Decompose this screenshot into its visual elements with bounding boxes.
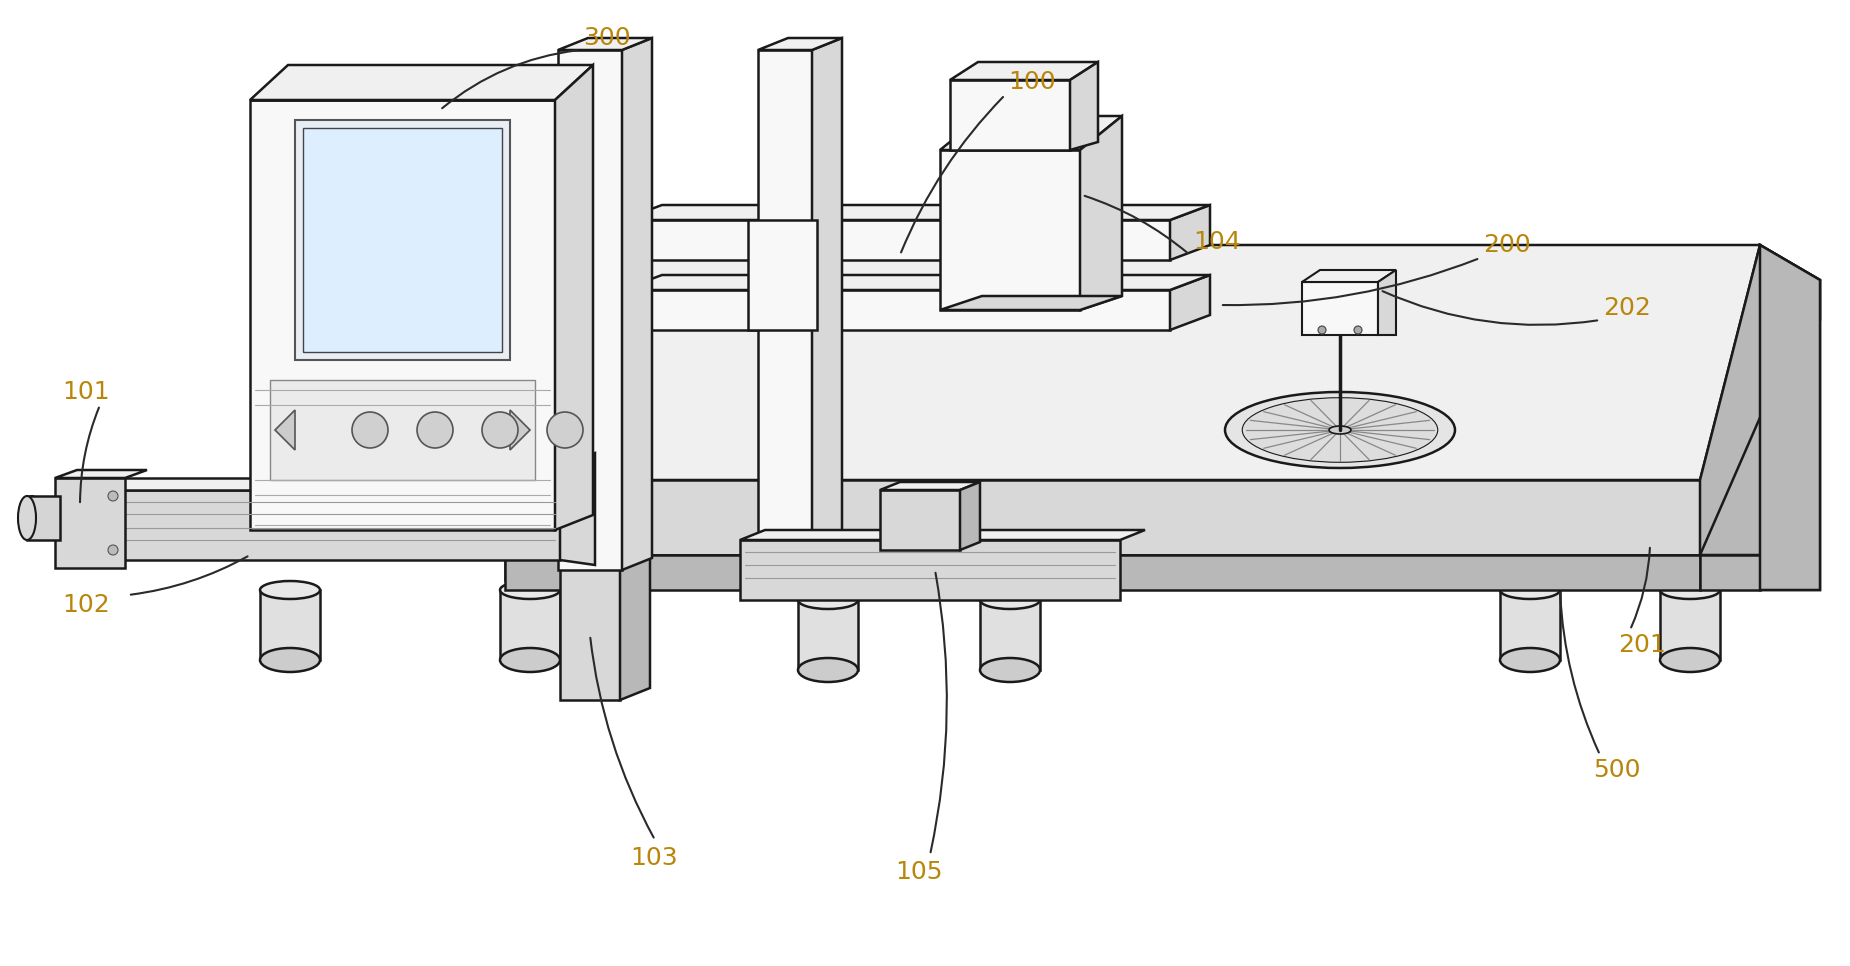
Circle shape xyxy=(416,412,453,448)
Polygon shape xyxy=(622,220,1169,260)
Polygon shape xyxy=(940,150,1080,310)
Polygon shape xyxy=(881,482,980,490)
Ellipse shape xyxy=(1500,581,1560,599)
Polygon shape xyxy=(1069,62,1099,150)
Ellipse shape xyxy=(1328,426,1350,434)
Polygon shape xyxy=(1378,270,1397,335)
Polygon shape xyxy=(881,490,960,550)
Polygon shape xyxy=(1169,205,1210,260)
Ellipse shape xyxy=(18,496,35,540)
Polygon shape xyxy=(1700,280,1820,555)
Polygon shape xyxy=(940,296,1121,310)
Circle shape xyxy=(107,491,118,501)
Polygon shape xyxy=(1659,590,1720,660)
Polygon shape xyxy=(620,548,649,700)
Ellipse shape xyxy=(261,648,320,672)
Polygon shape xyxy=(59,490,561,560)
Polygon shape xyxy=(758,50,812,570)
Polygon shape xyxy=(1169,275,1210,330)
Text: 200: 200 xyxy=(1484,233,1530,257)
Text: 101: 101 xyxy=(63,380,109,404)
Circle shape xyxy=(107,545,118,555)
Polygon shape xyxy=(561,453,596,565)
Polygon shape xyxy=(1302,282,1378,335)
Text: 500: 500 xyxy=(1593,758,1641,782)
Polygon shape xyxy=(270,380,535,480)
Text: 300: 300 xyxy=(583,26,631,50)
Polygon shape xyxy=(1759,245,1820,590)
Ellipse shape xyxy=(1500,648,1560,672)
Ellipse shape xyxy=(980,591,1040,609)
Circle shape xyxy=(483,412,518,448)
Ellipse shape xyxy=(797,591,858,609)
Polygon shape xyxy=(555,65,594,530)
Polygon shape xyxy=(261,590,320,660)
Text: 102: 102 xyxy=(63,593,109,617)
Polygon shape xyxy=(940,116,1121,150)
Circle shape xyxy=(1317,326,1326,334)
Polygon shape xyxy=(250,100,555,530)
Polygon shape xyxy=(740,530,1145,540)
Polygon shape xyxy=(1700,555,1759,590)
Circle shape xyxy=(548,412,583,448)
Text: 104: 104 xyxy=(1193,230,1241,254)
Polygon shape xyxy=(951,62,1099,80)
Ellipse shape xyxy=(1225,392,1454,468)
Polygon shape xyxy=(303,128,501,352)
Polygon shape xyxy=(559,50,622,570)
Polygon shape xyxy=(511,410,529,450)
Ellipse shape xyxy=(1659,648,1720,672)
Polygon shape xyxy=(980,600,1040,670)
Ellipse shape xyxy=(980,658,1040,682)
Ellipse shape xyxy=(500,648,561,672)
Polygon shape xyxy=(622,290,1169,330)
Polygon shape xyxy=(250,65,594,100)
Polygon shape xyxy=(559,38,651,50)
Text: 201: 201 xyxy=(1619,633,1665,657)
Polygon shape xyxy=(1080,116,1121,310)
Ellipse shape xyxy=(22,496,41,540)
Text: 100: 100 xyxy=(1008,70,1056,94)
Text: 202: 202 xyxy=(1602,296,1650,320)
Polygon shape xyxy=(1302,270,1397,282)
Polygon shape xyxy=(561,560,620,700)
Polygon shape xyxy=(294,120,511,360)
Circle shape xyxy=(1354,326,1362,334)
Polygon shape xyxy=(505,480,1700,555)
Polygon shape xyxy=(505,555,1700,580)
Polygon shape xyxy=(276,410,294,450)
Ellipse shape xyxy=(797,658,858,682)
Polygon shape xyxy=(56,478,126,568)
Polygon shape xyxy=(951,80,1069,150)
Polygon shape xyxy=(56,470,146,478)
Polygon shape xyxy=(500,590,561,660)
Polygon shape xyxy=(1500,590,1560,660)
Circle shape xyxy=(352,412,388,448)
Ellipse shape xyxy=(1659,581,1720,599)
Polygon shape xyxy=(505,245,1759,480)
Polygon shape xyxy=(622,38,651,570)
Polygon shape xyxy=(758,38,842,50)
Polygon shape xyxy=(960,482,980,550)
Polygon shape xyxy=(812,38,842,570)
Polygon shape xyxy=(797,600,858,670)
Polygon shape xyxy=(505,555,1700,590)
Polygon shape xyxy=(1700,245,1820,590)
Ellipse shape xyxy=(261,581,320,599)
Text: 103: 103 xyxy=(631,846,677,870)
Polygon shape xyxy=(28,496,59,540)
Polygon shape xyxy=(740,540,1119,600)
Polygon shape xyxy=(747,220,818,330)
Text: 105: 105 xyxy=(895,860,942,884)
Polygon shape xyxy=(622,205,1210,220)
Polygon shape xyxy=(59,478,561,490)
Polygon shape xyxy=(622,275,1210,290)
Ellipse shape xyxy=(1241,398,1437,463)
Ellipse shape xyxy=(500,581,561,599)
Polygon shape xyxy=(1700,245,1820,555)
